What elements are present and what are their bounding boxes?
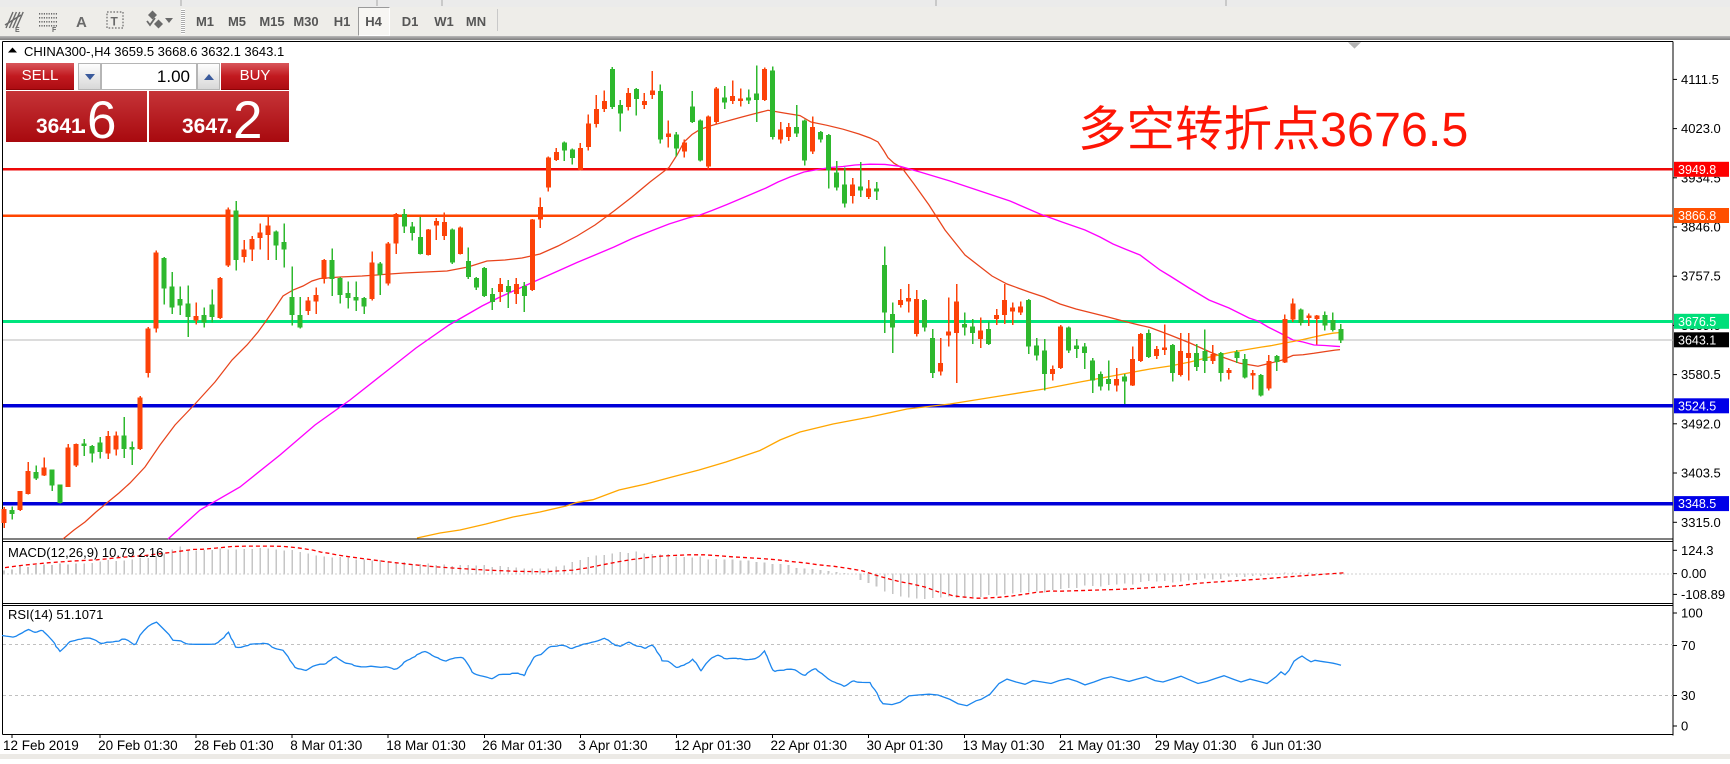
svg-text:3643.1: 3643.1 [1678, 333, 1716, 347]
svg-text:28 Feb 01:30: 28 Feb 01:30 [194, 738, 274, 753]
svg-text:12 Feb 2019: 12 Feb 2019 [3, 738, 79, 753]
svg-text:22 Apr 01:30: 22 Apr 01:30 [771, 738, 848, 753]
svg-text:4111.5: 4111.5 [1681, 72, 1719, 87]
svg-text:MACD(12,26,9) 10.79 2.16: MACD(12,26,9) 10.79 2.16 [8, 545, 163, 560]
svg-text:3866.8: 3866.8 [1678, 209, 1716, 223]
svg-text:RSI(14) 51.1071: RSI(14) 51.1071 [8, 607, 103, 622]
svg-text:3676.5: 3676.5 [1320, 103, 1468, 157]
svg-text:20 Feb 01:30: 20 Feb 01:30 [98, 738, 178, 753]
svg-text:-108.89: -108.89 [1681, 587, 1725, 602]
svg-text:6 Jun 01:30: 6 Jun 01:30 [1251, 738, 1322, 753]
svg-text:0.00: 0.00 [1681, 566, 1706, 581]
svg-text:21 May 01:30: 21 May 01:30 [1059, 738, 1141, 753]
svg-text:3348.5: 3348.5 [1678, 497, 1716, 511]
svg-text:0: 0 [1681, 719, 1688, 734]
svg-text:26 Mar 01:30: 26 Mar 01:30 [482, 738, 562, 753]
svg-text:A: A [76, 14, 87, 31]
svg-text:8 Mar 01:30: 8 Mar 01:30 [290, 738, 362, 753]
svg-text:18 Mar 01:30: 18 Mar 01:30 [386, 738, 466, 753]
svg-text:30: 30 [1681, 688, 1695, 703]
svg-text:30 Apr 01:30: 30 Apr 01:30 [867, 738, 944, 753]
svg-text:3949.8: 3949.8 [1678, 163, 1716, 177]
svg-text:E: E [15, 27, 20, 34]
svg-text:29 May 01:30: 29 May 01:30 [1155, 738, 1237, 753]
svg-text:3492.0: 3492.0 [1681, 416, 1721, 431]
svg-text:3 Apr 01:30: 3 Apr 01:30 [578, 738, 647, 753]
svg-text:3315.0: 3315.0 [1681, 515, 1721, 530]
svg-text:70: 70 [1681, 638, 1695, 653]
svg-text:124.3: 124.3 [1681, 543, 1714, 558]
svg-text:3757.5: 3757.5 [1681, 269, 1721, 284]
svg-text:3403.5: 3403.5 [1681, 466, 1721, 481]
svg-text:F: F [52, 27, 57, 34]
svg-text:13 May 01:30: 13 May 01:30 [963, 738, 1045, 753]
svg-text:3580.5: 3580.5 [1681, 367, 1721, 382]
svg-text:12 Apr 01:30: 12 Apr 01:30 [674, 738, 751, 753]
svg-text:3846.0: 3846.0 [1681, 220, 1721, 235]
svg-text:4023.0: 4023.0 [1681, 121, 1721, 136]
svg-text:100: 100 [1681, 606, 1703, 621]
svg-text:3524.5: 3524.5 [1678, 399, 1716, 413]
svg-text:3676.5: 3676.5 [1678, 315, 1716, 329]
svg-text:T: T [111, 15, 119, 29]
svg-text:CHINA300-,H4 3659.5 3668.6 36: CHINA300-,H4 3659.5 3668.6 3632.1 3643.1 [24, 44, 284, 59]
